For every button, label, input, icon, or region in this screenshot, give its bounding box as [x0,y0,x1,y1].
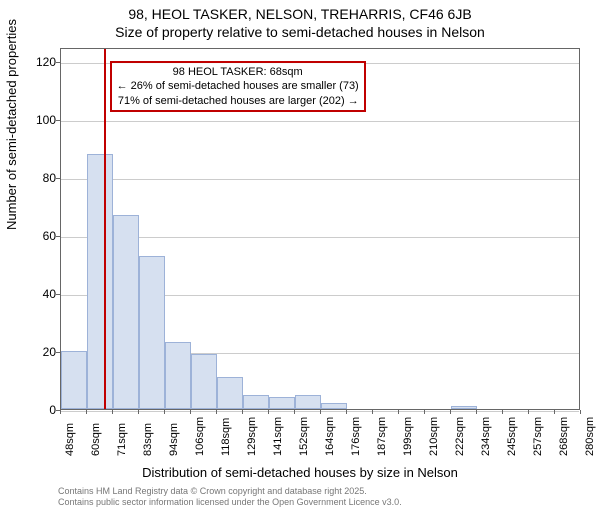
plot-area: 98 HEOL TASKER: 68sqm← 26% of semi-detac… [60,48,580,410]
x-tick-label: 48sqm [64,423,76,456]
histogram-bar [321,403,347,409]
x-tick-label: 118sqm [220,418,232,456]
grid-line [61,179,579,180]
x-tick-mark [190,410,191,414]
chart-container: 98, HEOL TASKER, NELSON, TREHARRIS, CF46… [0,0,600,500]
histogram-bar [451,406,477,409]
x-tick-label: 176sqm [350,417,362,456]
x-tick-mark [554,410,555,414]
histogram-bar [191,354,217,409]
x-tick-mark [424,410,425,414]
x-tick-label: 199sqm [402,417,414,456]
y-tick-label: 120 [30,55,56,69]
x-tick-label: 210sqm [428,417,440,456]
x-tick-label: 83sqm [142,423,154,456]
x-tick-mark [398,410,399,414]
histogram-bar [113,215,139,409]
y-tick-label: 20 [30,345,56,359]
histogram-bar [217,377,243,409]
x-tick-mark [242,410,243,414]
x-tick-label: 187sqm [376,417,388,456]
x-tick-mark [580,410,581,414]
x-tick-mark [112,410,113,414]
y-tick-label: 0 [30,403,56,417]
annotation-line2: ← 26% of semi-detached houses are smalle… [117,79,359,93]
x-tick-mark [320,410,321,414]
y-axis-label-text: Number of semi-detached properties [4,19,19,230]
grid-line [61,121,579,122]
x-tick-mark [216,410,217,414]
footer-line1: Contains HM Land Registry data © Crown c… [58,486,367,496]
y-tick-label: 80 [30,171,56,185]
x-tick-label: 222sqm [454,417,466,456]
histogram-bar [243,395,269,409]
marker-line [104,49,106,409]
chart-title-line2: Size of property relative to semi-detach… [0,24,600,40]
footer-line2: Contains public sector information licen… [58,497,402,507]
x-tick-mark [294,410,295,414]
x-tick-mark [346,410,347,414]
y-axis-label: Number of semi-detached properties [4,19,19,230]
x-tick-label: 164sqm [324,417,336,456]
x-tick-label: 141sqm [272,417,284,456]
annotation-line1: 98 HEOL TASKER: 68sqm [117,65,359,79]
x-tick-label: 129sqm [246,417,258,456]
x-tick-label: 257sqm [532,417,544,456]
x-tick-mark [268,410,269,414]
x-tick-label: 280sqm [584,417,596,456]
y-tick-label: 60 [30,229,56,243]
x-tick-label: 60sqm [90,423,102,456]
histogram-bar [61,351,87,409]
x-tick-mark [502,410,503,414]
y-tick-label: 40 [30,287,56,301]
x-tick-mark [86,410,87,414]
x-tick-label: 71sqm [116,423,128,456]
x-tick-mark [528,410,529,414]
annotation-line3: 71% of semi-detached houses are larger (… [117,94,359,108]
histogram-bar [295,395,321,409]
histogram-bar [269,397,295,409]
histogram-bar [165,342,191,409]
x-tick-label: 152sqm [298,417,310,456]
annotation-box: 98 HEOL TASKER: 68sqm← 26% of semi-detac… [110,61,366,112]
x-tick-label: 106sqm [194,417,206,456]
y-tick-label: 100 [30,113,56,127]
histogram-bar [87,154,113,409]
x-axis-label: Distribution of semi-detached houses by … [0,465,600,480]
x-tick-label: 234sqm [480,417,492,456]
x-tick-mark [372,410,373,414]
x-tick-label: 268sqm [558,417,570,456]
x-tick-mark [60,410,61,414]
histogram-bar [139,256,165,409]
x-tick-label: 245sqm [506,417,518,456]
chart-title-line1: 98, HEOL TASKER, NELSON, TREHARRIS, CF46… [0,6,600,22]
x-tick-mark [164,410,165,414]
x-tick-mark [138,410,139,414]
x-tick-label: 94sqm [168,423,180,456]
x-tick-mark [476,410,477,414]
x-tick-mark [450,410,451,414]
